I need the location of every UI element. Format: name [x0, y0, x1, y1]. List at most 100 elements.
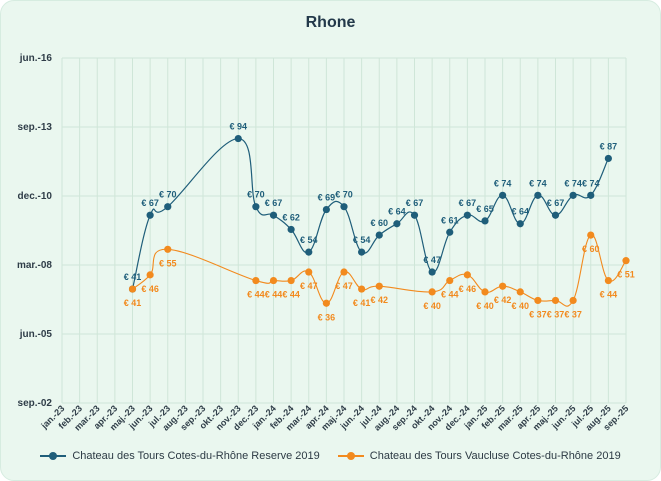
data-point-1[interactable] [305, 268, 313, 276]
data-point-1[interactable] [164, 245, 172, 253]
legend-item-vaucluse[interactable]: Chateau des Tours Vaucluse Cotes-du-Rhôn… [337, 450, 621, 462]
data-label-0: € 60 [370, 218, 388, 228]
data-point-0[interactable] [358, 248, 366, 256]
legend-item-reserve[interactable]: Chateau des Tours Cotes-du-Rhône Reserve… [40, 450, 320, 462]
data-point-0[interactable] [516, 220, 524, 228]
x-axis-ticks: jan.-23feb.-23mar.-23apr.-23maj.-23jun.-… [38, 403, 630, 432]
data-labels: € 41€ 67€ 70€ 94€ 70€ 67€ 62€ 54€ 69 € 70… [124, 122, 635, 323]
y-tick-label: sep.-02 [18, 398, 53, 409]
data-label-1: € 42 [494, 295, 512, 305]
data-label-0: € 74 [529, 178, 547, 188]
data-point-1[interactable] [322, 299, 330, 307]
data-label-0: € 87 [600, 141, 618, 151]
data-point-1[interactable] [269, 276, 278, 285]
legend: Chateau des Tours Cotes-du-Rhône Reserve… [0, 450, 661, 462]
data-label-0: € 67 [406, 198, 424, 208]
data-label-0: € 64 [511, 207, 529, 217]
data-label-1: € 51 [617, 270, 635, 280]
data-label-0: € 94 [229, 122, 247, 132]
data-label-1: € 40 [476, 301, 494, 311]
chart-title: Rhone [305, 14, 356, 31]
data-point-0[interactable] [146, 211, 154, 219]
data-point-1[interactable] [146, 271, 154, 279]
data-point-0[interactable] [252, 203, 260, 211]
data-label-1: € 41 [353, 298, 371, 308]
data-point-0[interactable] [551, 211, 560, 219]
data-label-1: € 37 [529, 309, 547, 319]
data-point-0[interactable] [463, 211, 471, 219]
data-point-1[interactable] [358, 285, 366, 293]
data-point-0[interactable] [322, 205, 330, 214]
data-label-1: € 55 [159, 258, 177, 268]
data-label-0: € 67 [265, 198, 283, 208]
data-point-1[interactable] [375, 282, 383, 290]
data-point-1[interactable] [587, 231, 595, 239]
data-label-1: € 47 [300, 281, 318, 291]
data-label-0: € 65 [476, 204, 494, 214]
data-point-0[interactable] [569, 191, 577, 199]
data-point-1[interactable] [340, 268, 348, 276]
data-point-0[interactable] [499, 191, 507, 199]
data-point-1[interactable] [287, 276, 295, 285]
data-point-0[interactable] [393, 220, 401, 228]
data-label-1: € 40 [511, 301, 529, 311]
data-label-0: € 70 [335, 190, 353, 200]
data-point-1[interactable] [534, 296, 542, 305]
data-label-1: € 44 [247, 290, 265, 300]
data-point-0[interactable] [269, 211, 278, 219]
data-label-0: € 74 [494, 178, 512, 188]
data-point-0[interactable] [428, 268, 436, 276]
data-point-0[interactable] [446, 228, 454, 236]
data-point-1[interactable] [551, 296, 560, 305]
data-label-1: € 44 [282, 290, 300, 300]
data-label-0: € 54 [353, 235, 371, 245]
data-point-1[interactable] [446, 276, 454, 285]
data-point-0[interactable] [587, 191, 595, 199]
data-point-0[interactable] [234, 134, 242, 143]
data-point-0[interactable] [604, 154, 612, 163]
data-label-1: € 46 [459, 284, 477, 294]
data-label-0: € 74 [564, 178, 582, 188]
data-label-1: € 44 [600, 290, 618, 300]
data-label-0: € 62 [282, 212, 300, 222]
data-label-0: € 41 [124, 272, 142, 282]
data-label-0: € 70 [247, 190, 265, 200]
grid [61, 57, 627, 404]
data-point-1[interactable] [252, 276, 260, 285]
data-point-0[interactable] [375, 231, 383, 239]
data-label-0: € 47 [423, 255, 441, 265]
data-point-1[interactable] [128, 285, 137, 293]
data-point-0[interactable] [340, 203, 348, 211]
data-point-1[interactable] [428, 288, 436, 296]
data-point-1[interactable] [481, 288, 489, 296]
data-label-1: € 41 [124, 298, 142, 308]
data-point-0[interactable] [287, 225, 295, 234]
data-label-1: € 37 [564, 309, 582, 319]
data-label-1: € 42 [370, 295, 388, 305]
data-label-1: € 40 [423, 301, 441, 311]
data-point-1[interactable] [499, 282, 507, 290]
data-point-1[interactable] [622, 257, 630, 265]
data-label-0: € 67 [547, 198, 565, 208]
legend-label-reserve: Chateau des Tours Cotes-du-Rhône Reserve… [72, 450, 320, 462]
data-label-1: € 37 [547, 309, 565, 319]
data-point-0[interactable] [481, 217, 489, 225]
data-label-1: € 46 [141, 284, 159, 294]
data-point-0[interactable] [534, 191, 542, 199]
y-tick-label: jun.-05 [19, 329, 53, 340]
data-point-1[interactable] [516, 288, 524, 296]
legend-label-vaucluse: Chateau des Tours Vaucluse Cotes-du-Rhôn… [369, 450, 621, 462]
data-label-1: € 44 [265, 290, 283, 300]
data-point-0[interactable] [410, 211, 419, 219]
data-point-0[interactable] [164, 203, 172, 211]
data-label-0: € 61 [441, 215, 459, 225]
data-point-1[interactable] [604, 276, 612, 285]
data-point-0[interactable] [305, 248, 313, 256]
y-tick-label: jun.-16 [19, 53, 53, 64]
data-point-1[interactable] [569, 296, 577, 305]
data-point-1[interactable] [463, 271, 471, 279]
data-label-0: € 70 [159, 190, 177, 200]
legend-marker-reserve [40, 451, 67, 461]
